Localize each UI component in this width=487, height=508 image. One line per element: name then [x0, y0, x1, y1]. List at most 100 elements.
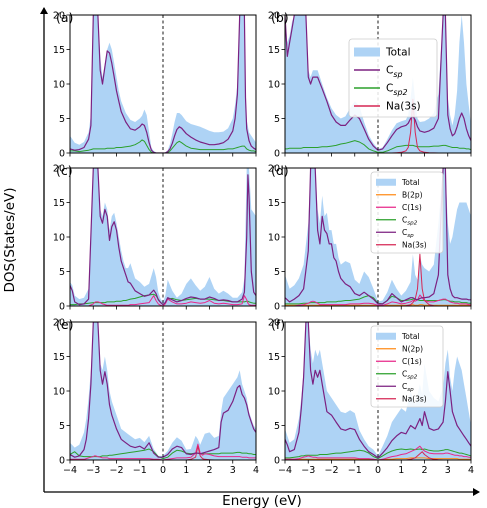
x-tick-label: −4 [278, 465, 292, 476]
legend-label-c-sp2: Csp2 [402, 215, 418, 226]
legend-label-na-3s: Na(3s) [402, 240, 427, 249]
panels-group: 05101520(a)05101520(b)TotalCspCsp2Na(3s)… [53, 10, 474, 476]
y-tick-label: 5 [59, 267, 65, 278]
plot-area-e [70, 322, 256, 460]
x-tick-label: −3 [86, 465, 100, 476]
series-c-sp2-line [285, 140, 471, 153]
series-c-1s-line [70, 295, 256, 306]
x-tick-label: −1 [133, 465, 147, 476]
series-total-area [70, 168, 256, 306]
legend-label-c-1s: C(1s) [402, 203, 422, 212]
y-tick-label: 10 [53, 79, 65, 90]
series-c-sp-line [70, 15, 256, 153]
series-total-area [70, 15, 256, 153]
legend-label-b-2p: B(2p) [402, 190, 423, 199]
y-tick-label: 0 [274, 301, 280, 312]
x-tick-label: 4 [253, 465, 259, 476]
y-tick-label: 15 [268, 352, 280, 363]
x-tick-label: −4 [63, 465, 77, 476]
y-tick-label: 0 [274, 148, 280, 159]
panel-label-e: (e) [56, 317, 73, 332]
panel-label-a: (a) [56, 10, 73, 25]
legend-label-c-1s: C(1s) [402, 357, 422, 366]
x-tick-label: 3 [445, 465, 451, 476]
x-tick-label: 2 [421, 465, 427, 476]
y-tick-label: 5 [59, 421, 65, 432]
x-tick-label: 3 [230, 465, 236, 476]
y-tick-label: 5 [274, 267, 280, 278]
x-axis-label: Energy (eV) [222, 493, 302, 508]
legend-swatch-total [376, 178, 396, 186]
legend-label-c-sp2: Csp2 [402, 369, 418, 380]
legend-label-c-sp: Csp [402, 382, 414, 393]
y-tick-label: 10 [268, 79, 280, 90]
plot-area-b [285, 15, 471, 153]
legend-label-n-2p: N(2p) [402, 344, 423, 353]
legend-label-total: Total [385, 47, 411, 59]
x-tick-label: −2 [109, 465, 123, 476]
panel-label-b: (b) [271, 10, 289, 25]
x-tick-label: 4 [468, 465, 474, 476]
y-tick-label: 5 [274, 114, 280, 125]
y-tick-label: 10 [268, 232, 280, 243]
series-c-sp-line [285, 322, 471, 459]
series-total-area [285, 15, 471, 153]
series-c-1s-line [285, 294, 471, 306]
series-b-2p-line [285, 304, 471, 306]
panel-label-f: (f) [271, 317, 285, 332]
legend-label-c-sp: Csp [402, 228, 414, 239]
legend-label-total: Total [401, 332, 420, 341]
panel-e: −4 −3 −2 −1 0 1 2 3 4 0 5 10 15 20(e) [53, 317, 259, 476]
plot-area-c [70, 168, 256, 306]
y-tick-label: 15 [53, 198, 65, 209]
y-tick-label: 0 [274, 455, 280, 466]
y-tick-label: 20 [53, 10, 65, 21]
x-tick-label: 1 [183, 465, 189, 476]
legend-swatch-total [376, 332, 396, 340]
y-tick-label: 15 [53, 45, 65, 56]
panel-c: 0 5 10 15 20(c) [53, 163, 257, 312]
series-c-sp-line [285, 168, 471, 305]
series-c-sp2-line [70, 448, 256, 460]
y-tick-label: 20 [268, 163, 280, 174]
panel-b: 0 5 10 15 20(b) Total Csp Csp2 Na(3s) [268, 10, 472, 159]
y-tick-label: 0 [59, 455, 65, 466]
plot-area-d [285, 168, 471, 306]
x-tick-label: −2 [324, 465, 338, 476]
x-tick-label: −3 [301, 465, 315, 476]
panel-f: −4 −3 −2 −1 0 1 2 3 4 0 5 10 15 20(f) Total N(2p) C(1s) C… [268, 317, 474, 476]
series-c-sp-line [70, 322, 256, 458]
series-c-sp2-line [285, 448, 471, 460]
legend-label-c-sp2: Csp2 [386, 83, 407, 97]
y-tick-label: 10 [53, 232, 65, 243]
panel-label-c: (c) [56, 163, 73, 178]
y-tick-label: 20 [268, 10, 280, 21]
y-tick-label: 20 [53, 317, 65, 328]
y-tick-label: 15 [268, 45, 280, 56]
y-tick-label: 0 [59, 301, 65, 312]
panel-label-d: (d) [271, 163, 289, 178]
x-tick-label: 0 [375, 465, 381, 476]
legend-label-na-3s: Na(3s) [402, 394, 427, 403]
legend-box [348, 38, 438, 118]
y-tick-label: 15 [268, 198, 280, 209]
x-tick-label: 0 [160, 465, 166, 476]
y-tick-label: 20 [268, 317, 280, 328]
x-tick-label: 2 [206, 465, 212, 476]
legend-swatch-total [354, 47, 380, 57]
series-c-sp-line [285, 15, 471, 151]
legend-label-c-sp: Csp [386, 65, 402, 79]
series-c-1s-line [70, 443, 256, 460]
series-c-sp-line [70, 168, 256, 306]
y-tick-label: 5 [59, 114, 65, 125]
y-tick-label: 0 [59, 148, 65, 159]
series-total-area [70, 322, 256, 460]
x-tick-label: 1 [398, 465, 404, 476]
legend-label-total: Total [401, 178, 420, 187]
legend: Total Csp Csp2 Na(3s) [348, 38, 438, 118]
series-total-area [285, 168, 471, 306]
plot-area-a [70, 15, 256, 153]
